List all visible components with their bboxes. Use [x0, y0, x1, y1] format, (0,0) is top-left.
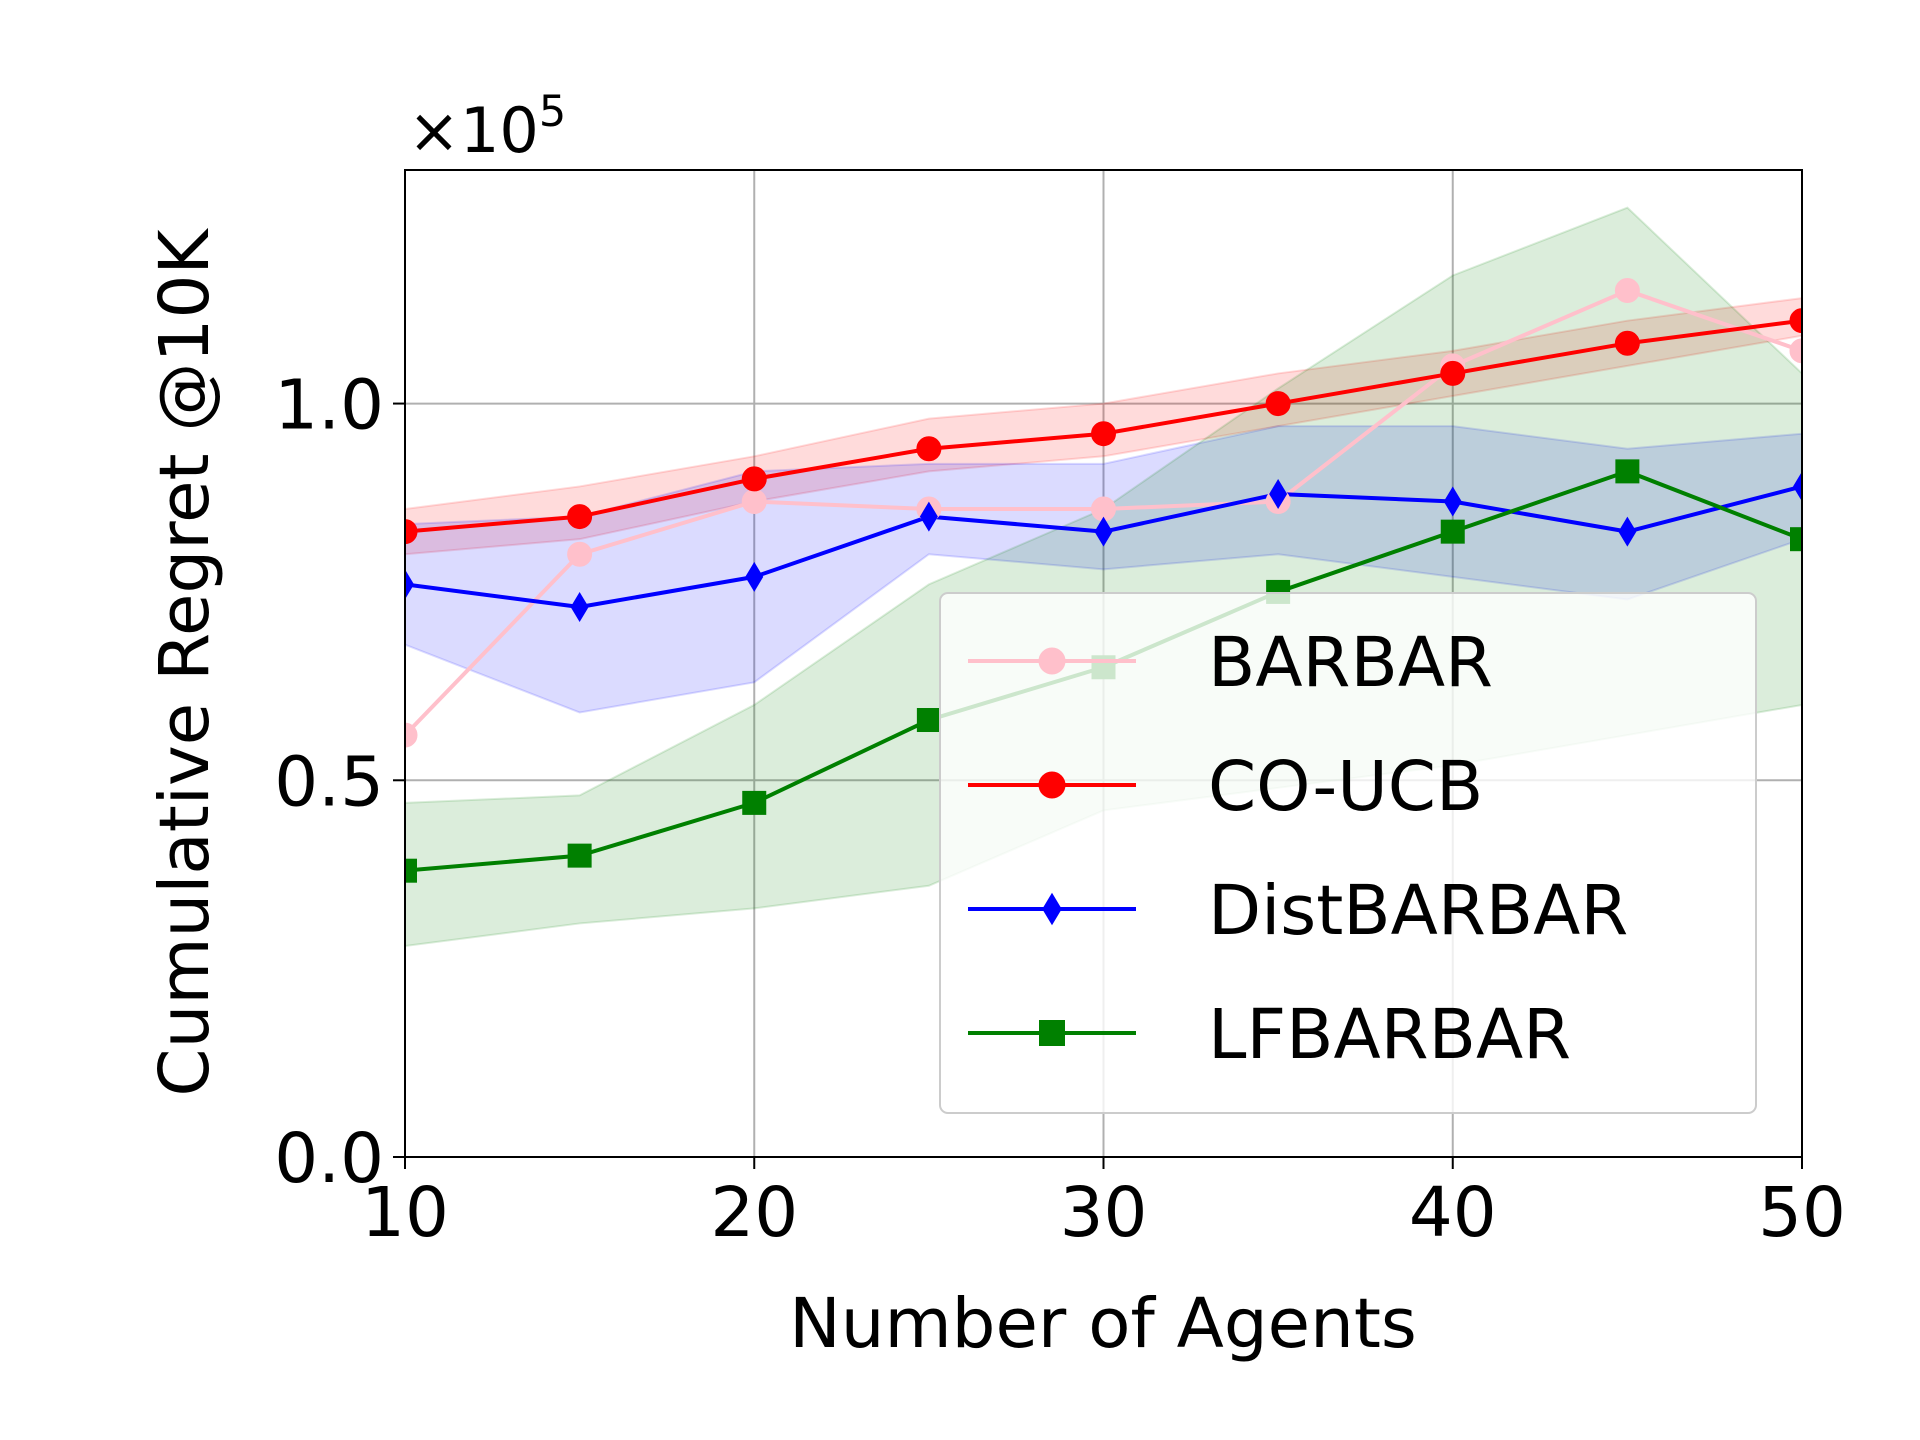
- co-ucb-point: [741, 466, 767, 492]
- distbarbar-point: [1269, 478, 1288, 509]
- distbarbar-point: [405, 569, 414, 600]
- y-tick-label: 0.5: [274, 742, 384, 822]
- co-ucb-point: [1614, 330, 1640, 356]
- distbarbar-point: [1793, 471, 1802, 502]
- co-ucb-point: [916, 436, 942, 462]
- legend-marker-lfbarbar: [1039, 1020, 1065, 1046]
- co-ucb-point: [1789, 308, 1802, 334]
- lfbarbar-point: [1440, 519, 1465, 544]
- co-ucb-point: [1265, 391, 1291, 417]
- lfbarbar-point: [1790, 527, 1802, 552]
- barbar-point: [1614, 278, 1640, 304]
- barbar-point: [741, 489, 767, 515]
- lfbarbar-point: [567, 843, 592, 868]
- axis-ticks: 10 20 30 40 50 0.0 0.5 1.0: [274, 366, 1846, 1253]
- legend-label-barbar: BARBAR: [1208, 623, 1493, 703]
- distbarbar-point: [1443, 486, 1462, 517]
- barbar-point: [567, 541, 593, 567]
- x-tick-label: 10: [361, 1173, 449, 1253]
- distbarbar-point: [1618, 516, 1637, 547]
- legend-marker-distbarbar: [1042, 892, 1062, 926]
- distbarbar-point: [570, 591, 589, 622]
- lfbarbar-point: [1615, 459, 1640, 484]
- distbarbar-point: [745, 561, 764, 592]
- barbar-point: [1789, 338, 1802, 364]
- co-ucb-point: [1440, 360, 1466, 386]
- legend-label-co-ucb: CO-UCB: [1208, 747, 1483, 827]
- legend-marker-barbar: [1038, 647, 1066, 675]
- y-tick-label: 0.0: [274, 1119, 384, 1199]
- lfbarbar-point: [405, 858, 417, 883]
- x-axis-label: Number of Agents: [789, 1284, 1417, 1364]
- y-multiplier-label: ×105: [408, 87, 566, 167]
- co-ucb-point: [567, 504, 593, 530]
- barbar-point: [405, 722, 418, 748]
- y-multiplier-exponent: 5: [539, 87, 566, 137]
- x-tick-label: 20: [710, 1173, 798, 1253]
- y-multiplier-prefix: ×10: [408, 94, 539, 167]
- distbarbar-point: [1094, 516, 1113, 547]
- legend-marker-co-ucb: [1038, 771, 1066, 799]
- lfbarbar-point: [742, 790, 767, 815]
- x-tick-label: 50: [1758, 1173, 1846, 1253]
- legend-label-lfbarbar: LFBARBAR: [1208, 995, 1571, 1075]
- co-ucb-point: [1091, 421, 1116, 447]
- legend: BARBAR CO-UCB DistBARBAR LFBARBAR: [939, 592, 1757, 1114]
- legend-label-distbarbar: DistBARBAR: [1208, 871, 1628, 951]
- lfbarbar-point: [916, 708, 941, 733]
- y-tick-label: 1.0: [274, 366, 384, 446]
- x-tick-label: 30: [1060, 1173, 1148, 1253]
- legend-box: [939, 592, 1757, 1114]
- y-axis-label: Cumulative Regret @10K: [145, 228, 225, 1097]
- co-ucb-point: [405, 519, 418, 545]
- x-tick-label: 40: [1409, 1173, 1497, 1253]
- distbarbar-point: [919, 501, 938, 532]
